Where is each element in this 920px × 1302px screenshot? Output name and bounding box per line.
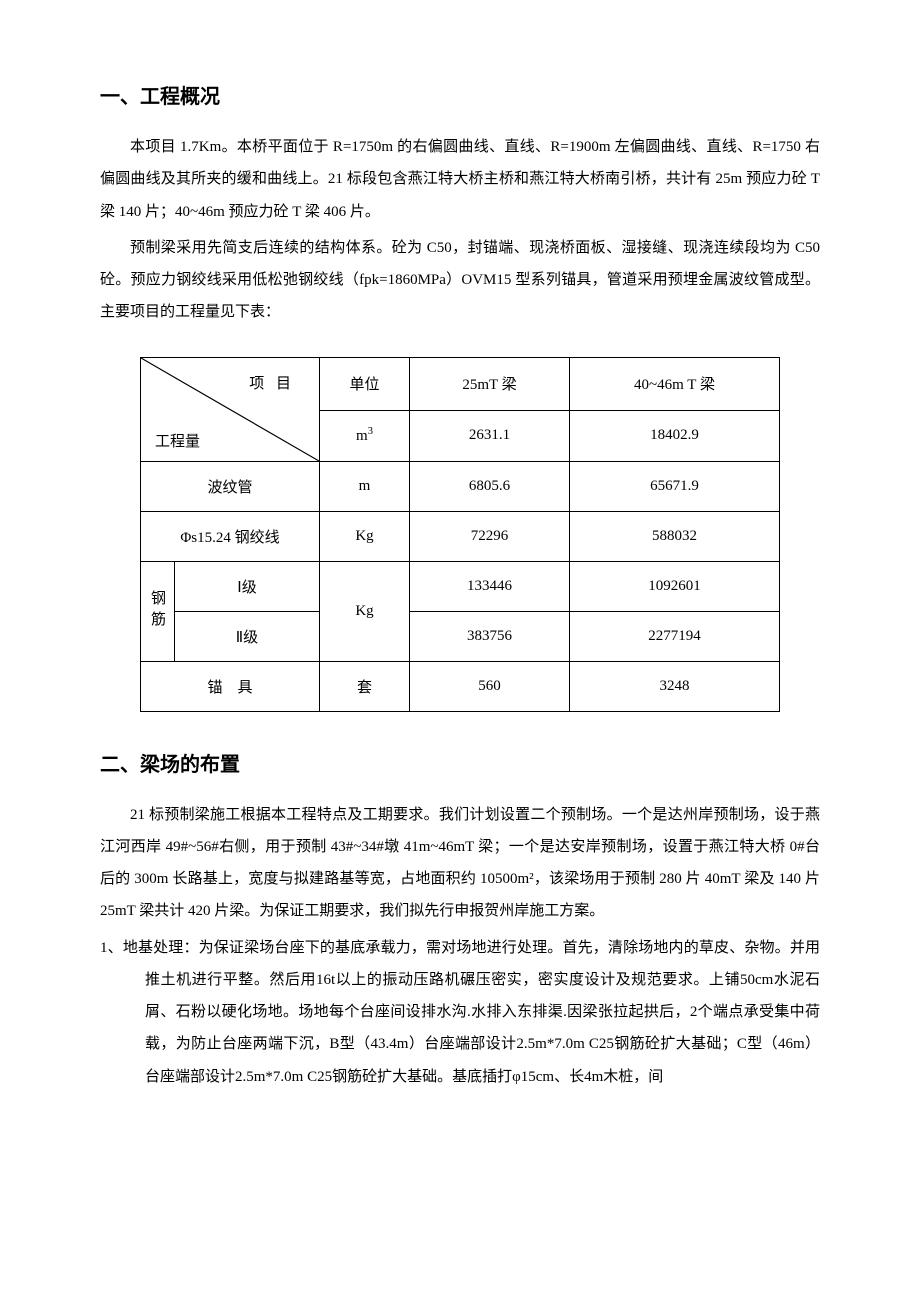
quantities-table-wrap: 项 目 工程量 单位 25mT 梁 40~46m T 梁 m3 2631.1 1… (100, 357, 820, 712)
diag-top-label: 项 目 (249, 372, 295, 393)
table-cell: 72296 (410, 511, 570, 561)
grade-1-label: Ⅰ级 (237, 580, 256, 596)
section-2-heading: 二、梁场的布置 (100, 748, 820, 777)
table-cell: Kg (320, 511, 410, 561)
table-cell: m (320, 461, 410, 511)
table-cell: 588032 (570, 511, 780, 561)
section-2-para-2: 1、地基处理：为保证梁场台座下的基底承载力，需对场地进行处理。首先，清除场地内的… (100, 932, 820, 1093)
section-1-para-2: 预制梁采用先简支后连续的结构体系。砼为 C50，封锚端、现浇桥面板、湿接缝、现浇… (100, 232, 820, 329)
table-cell: 6805.6 (410, 461, 570, 511)
table-cell: 65671.9 (570, 461, 780, 511)
table-row-label: Φs15.24 钢绞线 (141, 511, 320, 561)
table-row-label: Ⅱ级 (175, 611, 320, 661)
table-header-col1: 25mT 梁 (410, 357, 570, 410)
section-1-heading: 一、工程概况 (100, 80, 820, 109)
table-cell: Kg (320, 561, 410, 661)
table-row-label: Ⅰ级 (175, 561, 320, 611)
diag-bottom-label: 工程量 (155, 430, 200, 451)
table-cell: 2631.1 (410, 410, 570, 461)
table-row-label: 锚 具 (141, 661, 320, 711)
table-row-group: 钢筋 (141, 561, 175, 661)
table-cell: 560 (410, 661, 570, 711)
table-header-col2: 40~46m T 梁 (570, 357, 780, 410)
table-cell: 383756 (410, 611, 570, 661)
table-cell: 套 (320, 661, 410, 711)
table-cell: 2277194 (570, 611, 780, 661)
table-diagonal-header: 项 目 工程量 (141, 357, 320, 461)
quantities-table: 项 目 工程量 单位 25mT 梁 40~46m T 梁 m3 2631.1 1… (140, 357, 780, 712)
table-cell: 133446 (410, 561, 570, 611)
table-header-unit: 单位 (320, 357, 410, 410)
table-cell: 1092601 (570, 561, 780, 611)
table-cell: 18402.9 (570, 410, 780, 461)
grade-2-label: Ⅱ级 (236, 630, 258, 646)
section-2-para-1: 21 标预制梁施工根据本工程特点及工期要求。我们计划设置二个预制场。一个是达州岸… (100, 799, 820, 928)
section-1-para-1: 本项目 1.7Km。本桥平面位于 R=1750m 的右偏圆曲线、直线、R=190… (100, 131, 820, 228)
table-row-label: 波纹管 (141, 461, 320, 511)
table-cell: m3 (320, 410, 410, 461)
table-cell: 3248 (570, 661, 780, 711)
